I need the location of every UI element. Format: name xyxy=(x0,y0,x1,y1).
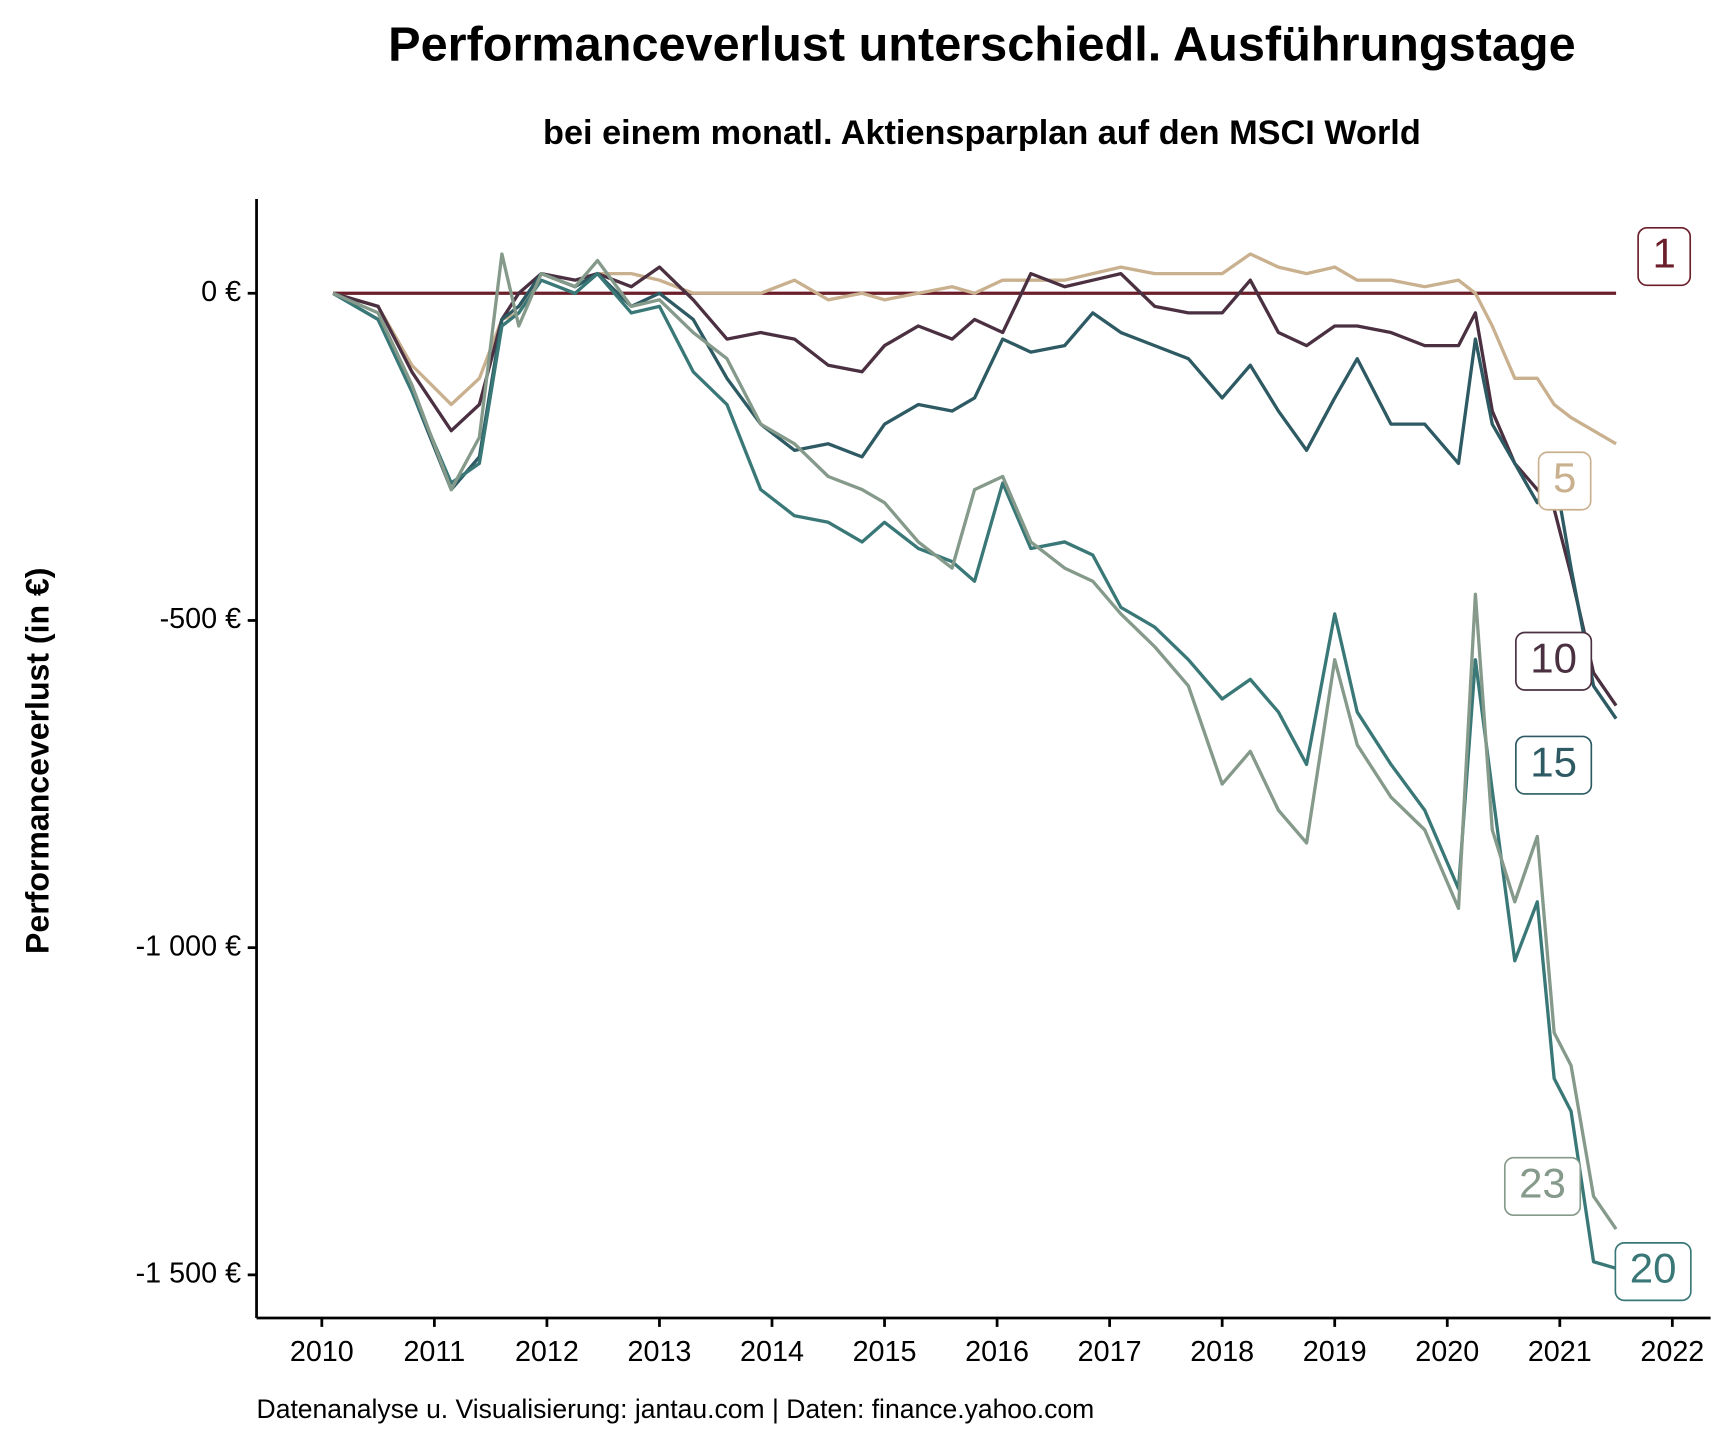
x-tick-label: 2010 xyxy=(290,1336,354,1368)
series-label-box xyxy=(1515,631,1593,691)
y-axis-label: Performanceverlust (in €) xyxy=(19,568,55,954)
series-label: 5 xyxy=(1537,451,1592,511)
series-label-box xyxy=(1614,1242,1692,1302)
series-label: 10 xyxy=(1515,631,1593,691)
y-tick-label: -1 000 € xyxy=(136,930,241,962)
series-label-text: 15 xyxy=(1530,738,1577,785)
series-label-text: 20 xyxy=(1630,1245,1677,1292)
series-label-text: 23 xyxy=(1519,1160,1566,1207)
x-tick-label: 2012 xyxy=(515,1336,579,1368)
series-label-box xyxy=(1515,735,1593,795)
series-label-box xyxy=(1637,226,1692,287)
series-label: 1 xyxy=(1637,226,1692,287)
x-tick-label: 2021 xyxy=(1528,1336,1592,1368)
x-tick-label: 2019 xyxy=(1303,1336,1367,1368)
series-label: 15 xyxy=(1515,735,1593,795)
y-tick-label: -1 500 € xyxy=(136,1257,241,1289)
x-tick-label: 2013 xyxy=(627,1336,691,1368)
y-tick-label: 0 € xyxy=(201,276,241,308)
x-tick-label: 2022 xyxy=(1640,1336,1704,1368)
series-label-text: 1 xyxy=(1652,230,1675,277)
chart-subtitle: bei einem monatl. Aktiensparplan auf den… xyxy=(543,114,1421,152)
series-line xyxy=(332,252,1618,1230)
series-label-box xyxy=(1503,1156,1582,1217)
series-line xyxy=(332,265,1618,707)
series-label: 23 xyxy=(1503,1156,1582,1217)
x-tick-label: 2020 xyxy=(1415,1336,1479,1368)
x-tick-label: 2016 xyxy=(965,1336,1029,1368)
x-tick-label: 2011 xyxy=(403,1336,465,1368)
series-label: 20 xyxy=(1614,1242,1692,1302)
x-tick-label: 2017 xyxy=(1078,1336,1142,1368)
x-tick-label: 2014 xyxy=(740,1336,804,1368)
series-label-box xyxy=(1537,451,1592,511)
series-label-text: 5 xyxy=(1553,454,1576,501)
chart-title: Performanceverlust unterschiedl. Ausführ… xyxy=(388,17,1575,71)
y-tick-label: -500 € xyxy=(160,603,241,635)
x-tick-label: 2015 xyxy=(853,1336,917,1368)
x-tick-label: 2018 xyxy=(1190,1336,1254,1368)
caption: Datenanalyse u. Visualisierung: jantau.c… xyxy=(257,1394,1095,1424)
series-line xyxy=(332,271,1618,720)
series-label-text: 10 xyxy=(1530,634,1577,681)
series-line xyxy=(332,252,1617,446)
